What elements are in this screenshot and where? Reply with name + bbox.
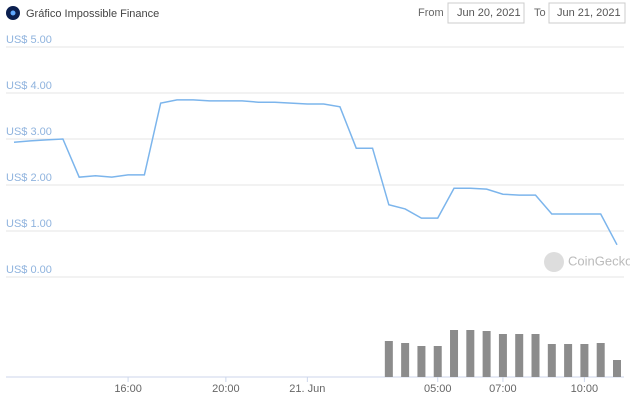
y-tick-label: US$ 3.00 [6,126,52,138]
volume-bar [384,341,393,377]
volume-bar [498,334,507,377]
volume-bar [547,344,556,377]
y-tick-label: US$ 1.00 [6,218,52,230]
volume-bar [482,331,491,377]
volume-bar [466,330,475,377]
y-tick-label: US$ 0.00 [6,264,52,276]
chart-title: Gráfico Impossible Finance [26,8,159,20]
x-tick-label: 16:00 [114,383,142,395]
from-date-input[interactable] [447,2,525,24]
x-tick-label: 07:00 [489,383,517,395]
token-icon-dot [10,10,16,16]
volume-bar [613,360,621,377]
watermark-logo [544,252,564,272]
volume-bar [515,334,524,377]
from-date[interactable]: Jun 20, 2021 [457,7,521,19]
volume-bar [450,330,459,377]
y-tick-label: US$ 2.00 [6,172,52,184]
to-label: To [534,7,546,19]
volume-bar [401,343,410,377]
volume-bar [564,344,573,377]
volume-bar [531,334,540,377]
from-label: From [418,7,444,19]
price-line [13,99,618,246]
x-tick-label: 05:00 [424,383,452,395]
volume-bar [580,344,589,377]
y-tick-label: US$ 4.00 [6,80,52,92]
watermark: CoinGecko [568,253,630,268]
volume-bar [417,346,426,377]
x-tick-label: 21. Jun [289,383,325,395]
to-date-input[interactable] [548,2,626,24]
x-tick-label: 10:00 [571,383,599,395]
x-tick-label: 20:00 [212,383,240,395]
volume-bar [596,343,605,377]
to-date[interactable]: Jun 21, 2021 [557,7,621,19]
y-tick-label: US$ 5.00 [6,34,52,46]
volume-bar [433,346,442,377]
